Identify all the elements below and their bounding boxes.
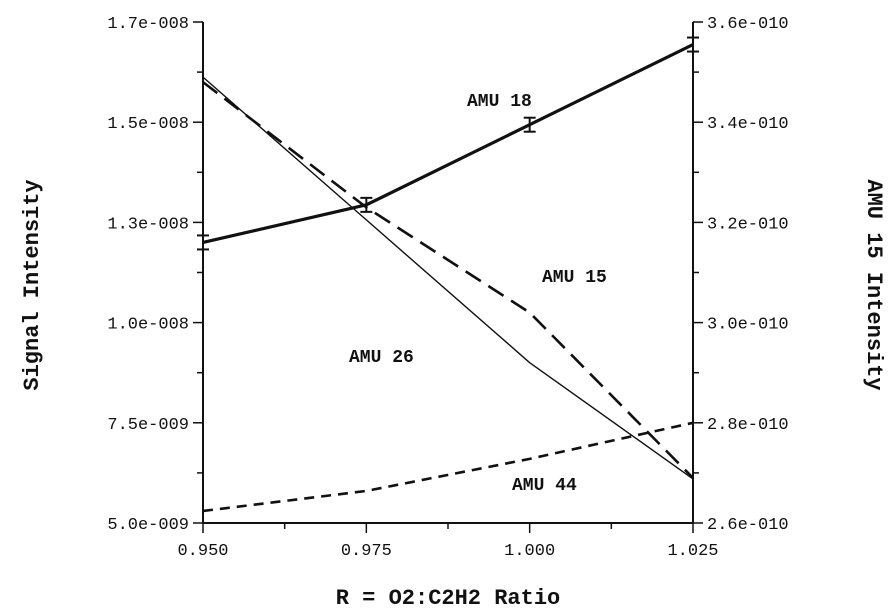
x-tick-label: 0.950 bbox=[177, 542, 228, 561]
right-y-axis-ticks: 2.6e-010 2.8e-010 3.0e-010 3.2e-010 3.4e-010… bbox=[693, 15, 789, 535]
x-tick-label: 1.000 bbox=[504, 542, 555, 561]
y-tick-label: 1.3e-008 bbox=[107, 215, 189, 234]
series-layer bbox=[197, 36, 699, 513]
series-line-amu-15 bbox=[202, 81, 694, 479]
x-tick-label: 0.975 bbox=[341, 542, 392, 561]
y2-tick-label: 3.0e-010 bbox=[707, 316, 789, 335]
y-tick-label: 7.5e-009 bbox=[107, 416, 189, 435]
x-tick-label: 1.025 bbox=[667, 542, 718, 561]
y-tick-label: 1.5e-008 bbox=[107, 115, 189, 134]
series-line-amu-18 bbox=[202, 43, 694, 244]
series-line-amu-44 bbox=[202, 421, 694, 513]
series-label-amu-18: AMU 18 bbox=[467, 92, 532, 112]
x-axis-title: R = O2:C2H2 Ratio bbox=[336, 586, 560, 611]
series-label-amu-26: AMU 26 bbox=[349, 348, 414, 368]
series-label-amu-44: AMU 44 bbox=[512, 476, 577, 496]
y2-tick-label: 2.8e-010 bbox=[707, 416, 789, 435]
y-tick-label: 1.0e-008 bbox=[107, 316, 189, 335]
y2-tick-label: 2.6e-010 bbox=[707, 516, 789, 535]
y2-tick-label: 3.4e-010 bbox=[707, 115, 789, 134]
series-line-amu-26 bbox=[202, 76, 694, 480]
series-label-amu-15: AMU 15 bbox=[542, 268, 607, 288]
right-y-axis-title: AMU 15 Intensity bbox=[861, 179, 886, 390]
y-tick-label: 1.7e-008 bbox=[107, 15, 189, 34]
x-axis-ticks: 0.950 0.975 1.000 1.025 bbox=[177, 523, 719, 561]
left-y-axis-ticks: 5.0e-009 7.5e-009 1.0e-008 1.3e-008 1.5e-008… bbox=[107, 15, 203, 535]
y2-tick-label: 3.6e-010 bbox=[707, 15, 789, 34]
series-labels: AMU 18 AMU 15 AMU 26 AMU 44 bbox=[349, 92, 607, 496]
left-y-axis-title: Signal Intensity bbox=[20, 179, 45, 390]
y2-tick-label: 3.2e-010 bbox=[707, 215, 789, 234]
plot-frame bbox=[202, 22, 694, 524]
y-tick-label: 5.0e-009 bbox=[107, 516, 189, 535]
